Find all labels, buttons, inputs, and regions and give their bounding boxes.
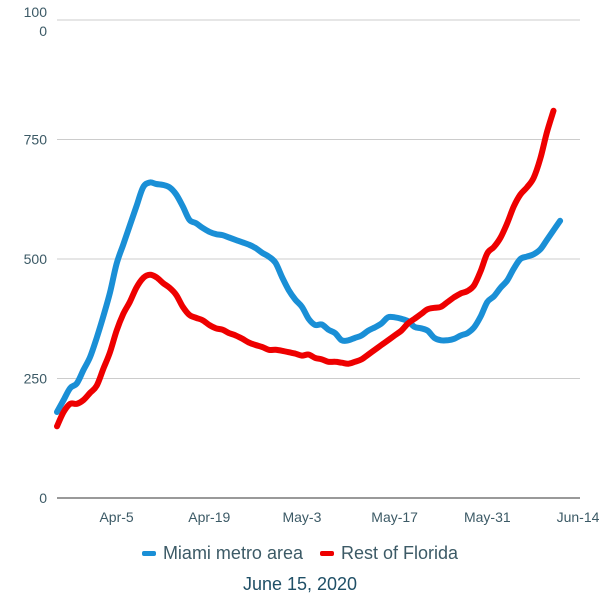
- y-tick-label: 100 0: [24, 4, 48, 39]
- x-axis-tick-labels: Apr-5 Apr-19 May-3 May-17 May-31 Jun-14: [99, 509, 599, 525]
- legend-item-miami: Miami metro area: [141, 543, 303, 564]
- legend-swatch-miami: [141, 551, 156, 556]
- x-tick-label: Jun-14: [557, 509, 600, 525]
- x-tick-label: May-3: [282, 509, 321, 525]
- chart-legend: Miami metro area Rest of Florida: [0, 540, 600, 564]
- y-tick-label: 500: [24, 251, 48, 267]
- y-tick-label: 750: [24, 132, 48, 148]
- y-axis-tick-labels: 0 250 500 750 100 0: [24, 4, 48, 506]
- x-tick-label: May-31: [464, 509, 511, 525]
- legend-swatch-rest-of-florida: [320, 551, 334, 556]
- date-caption: June 15, 2020: [242, 574, 358, 594]
- series-lines: [54, 107, 564, 430]
- gridlines: [57, 19, 580, 499]
- legend-label-miami: Miami metro area: [162, 543, 303, 563]
- legend-label-rest-of-florida: Rest of Florida: [341, 543, 459, 563]
- series-line-rest-of-florida: [54, 107, 557, 430]
- series-line-miami-metro-area: [54, 179, 564, 415]
- y-tick-label: 250: [24, 371, 48, 387]
- legend-item-rest-of-florida: Rest of Florida: [320, 543, 458, 564]
- x-tick-label: May-17: [371, 509, 418, 525]
- line-chart: 0 250 500 750 100 0 Apr-5 Apr-19 May-3 May-17 May…: [24, 4, 600, 525]
- x-tick-label: Apr-19: [188, 509, 230, 525]
- x-tick-label: Apr-5: [99, 509, 133, 525]
- y-tick-label: 0: [39, 490, 47, 506]
